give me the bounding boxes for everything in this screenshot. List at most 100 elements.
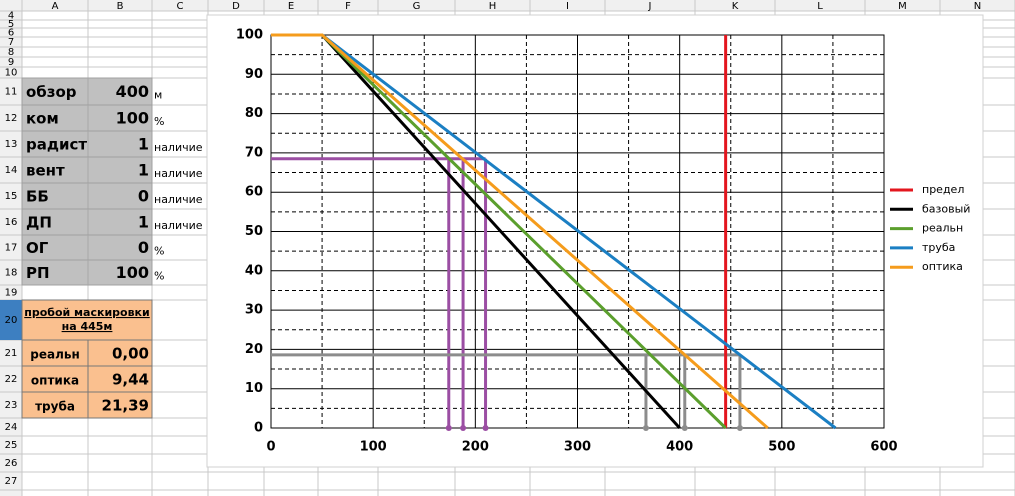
param-cell [21, 234, 153, 261]
x-tick-label: 400 [666, 440, 693, 455]
param-value[interactable]: 400 [116, 82, 149, 101]
param-label[interactable]: ком [26, 110, 59, 128]
result-value[interactable]: 9,44 [112, 371, 149, 389]
param-unit[interactable]: м [154, 89, 162, 102]
result-label[interactable]: труба [35, 400, 75, 414]
param-label[interactable]: радист [26, 136, 87, 154]
column-header[interactable]: N [974, 1, 981, 12]
param-unit[interactable]: % [154, 270, 164, 283]
column-header[interactable]: L [817, 1, 823, 12]
x-tick-label: 100 [360, 440, 387, 455]
row-header[interactable]: 8 [8, 47, 14, 58]
param-cell [21, 156, 153, 184]
row-header[interactable]: 18 [5, 268, 18, 279]
column-header[interactable]: B [117, 1, 124, 12]
param-label[interactable]: РП [26, 264, 50, 282]
row-header[interactable]: 25 [5, 440, 18, 451]
column-header[interactable]: E [288, 1, 294, 12]
param-unit[interactable]: наличие [154, 219, 203, 232]
column-header[interactable]: F [345, 1, 351, 12]
row-header[interactable]: 6 [8, 28, 14, 39]
row-header[interactable]: 16 [5, 217, 18, 228]
param-value[interactable]: 1 [138, 161, 149, 180]
row-header[interactable]: 21 [5, 348, 18, 359]
result-title[interactable]: пробой маскировки [24, 306, 149, 319]
y-tick-label: 60 [245, 185, 263, 200]
row-header[interactable]: 23 [5, 400, 18, 411]
chart-area[interactable] [206, 14, 984, 468]
result-label[interactable]: реальн [30, 348, 80, 362]
y-tick-label: 70 [245, 145, 263, 160]
row-header[interactable]: 27 [5, 476, 18, 487]
row-header[interactable]: 4 [8, 11, 14, 22]
result-value[interactable]: 0,00 [112, 345, 149, 363]
row-header[interactable]: 14 [5, 165, 18, 176]
x-tick-label: 600 [870, 440, 897, 455]
param-value[interactable]: 100 [116, 109, 149, 128]
column-header[interactable]: I [566, 1, 569, 12]
result-title[interactable]: на 445м [62, 320, 113, 333]
result-value[interactable]: 21,39 [102, 397, 149, 415]
column-header[interactable]: G [413, 1, 421, 12]
param-value[interactable]: 0 [138, 238, 149, 257]
row-header[interactable]: 15 [5, 191, 18, 202]
column-header[interactable]: J [648, 1, 652, 12]
legend-label: предел [922, 183, 964, 196]
param-value[interactable]: 0 [138, 187, 149, 206]
guide-point [460, 425, 467, 431]
param-cell [21, 130, 153, 158]
row-header[interactable]: 26 [5, 458, 18, 469]
guide-point [736, 425, 743, 431]
result-title-cell [21, 299, 153, 341]
x-tick-label: 300 [564, 440, 591, 455]
row-header[interactable]: 7 [8, 37, 14, 48]
column-header[interactable]: A [52, 1, 59, 12]
y-tick-label: 100 [236, 28, 263, 43]
row-header[interactable]: 12 [5, 113, 18, 124]
param-label[interactable]: ББ [26, 188, 49, 206]
legend-label: реальн [922, 222, 963, 235]
row-header[interactable]: 20 [5, 315, 18, 326]
row-header[interactable]: 5 [8, 19, 14, 30]
x-tick-label: 200 [462, 440, 489, 455]
row-header-selected [0, 300, 22, 340]
row-header[interactable]: 17 [5, 243, 18, 254]
param-cell [21, 104, 153, 132]
x-tick-label: 500 [768, 440, 795, 455]
param-unit[interactable]: наличие [154, 193, 203, 206]
row-header[interactable]: 13 [5, 139, 18, 150]
row-header[interactable]: 11 [5, 87, 18, 98]
param-label[interactable]: вент [26, 162, 65, 180]
guide-point [482, 425, 489, 431]
x-tick-label: 0 [266, 440, 275, 455]
y-tick-label: 10 [245, 381, 263, 396]
column-header[interactable]: K [732, 1, 739, 12]
column-header[interactable]: H [489, 1, 497, 12]
row-header[interactable]: 22 [5, 374, 18, 385]
param-unit[interactable]: наличие [154, 141, 203, 154]
row-header[interactable]: 10 [5, 68, 18, 79]
param-unit[interactable]: наличие [154, 167, 203, 180]
row-header[interactable]: 24 [5, 422, 18, 433]
column-header[interactable]: M [898, 1, 907, 12]
param-unit[interactable]: % [154, 115, 164, 128]
y-tick-label: 0 [254, 421, 263, 436]
y-tick-label: 20 [245, 342, 263, 357]
row-header[interactable]: 9 [8, 57, 14, 68]
row-header[interactable]: 19 [5, 288, 18, 299]
plot-frame [270, 34, 885, 429]
param-value[interactable]: 100 [116, 263, 149, 282]
param-unit[interactable]: % [154, 245, 164, 258]
param-label[interactable]: ДП [26, 214, 52, 232]
result-label[interactable]: оптика [31, 374, 79, 388]
column-header[interactable]: D [232, 1, 240, 12]
param-label[interactable]: обзор [26, 83, 77, 101]
param-value[interactable]: 1 [138, 135, 149, 154]
result-cell [21, 365, 153, 393]
column-header[interactable]: C [177, 1, 184, 12]
result-cell [21, 339, 153, 367]
param-value[interactable]: 1 [138, 213, 149, 232]
param-label[interactable]: ОГ [26, 239, 49, 257]
y-tick-label: 30 [245, 303, 263, 318]
